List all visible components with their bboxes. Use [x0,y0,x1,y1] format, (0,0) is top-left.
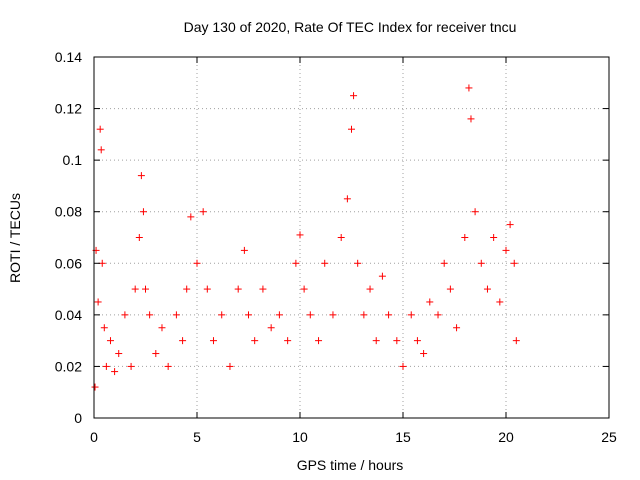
data-point [510,259,518,267]
y-axis-label: ROTI / TECUs [7,193,23,283]
y-tick-label: 0.04 [55,307,82,323]
data-point [496,298,504,306]
data-point [275,311,283,319]
y-tick-label: 0.12 [55,101,82,117]
data-point [483,285,491,293]
data-point [385,311,393,319]
data-point [315,337,323,345]
data-point [139,208,147,216]
data-point [434,311,442,319]
data-point [467,115,475,123]
data-point [158,324,166,332]
data-point [296,231,304,239]
x-tick-label: 10 [292,429,308,445]
data-point [179,337,187,345]
data-point [413,337,421,345]
data-point [135,234,143,241]
plot-frame [93,56,610,419]
data-point [360,311,368,319]
data-point [399,362,407,370]
data-point [127,362,135,370]
data-point [354,259,362,267]
data-point [477,259,485,267]
data-point [259,285,267,293]
data-point [343,195,351,203]
data-point [209,337,217,345]
data-point [97,146,105,154]
y-tick-label: 0.06 [55,255,82,271]
data-point [426,298,434,306]
x-tick-label: 15 [395,429,411,445]
data-point [226,362,234,370]
x-axis-label: GPS time / hours [297,457,404,473]
data-point [372,337,380,345]
data-point [440,259,448,267]
data-point [461,234,469,241]
data-point [321,259,329,267]
data-point [251,337,259,345]
data-point [471,208,479,216]
data-point [407,311,415,319]
data-point [350,92,358,100]
data-point [121,311,129,319]
data-point [490,234,498,241]
data-point [300,285,308,293]
data-point [131,285,139,293]
data-point [203,285,211,293]
grid-lines [94,57,609,418]
data-point [96,125,104,133]
data-point [152,350,160,358]
data-point [245,311,252,319]
data-point [502,246,510,254]
chart-title: Day 130 of 2020, Rate Of TEC Index for r… [184,19,517,35]
data-point [378,272,386,280]
data-point [446,285,454,293]
data-point [164,362,172,370]
data-point [111,368,119,376]
data-point [137,172,145,180]
data-point [420,350,428,358]
data-point [506,221,514,229]
y-tick-label: 0.02 [55,358,82,374]
y-tick-label: 0.14 [55,49,82,65]
data-point [193,259,201,267]
data-point [267,324,275,332]
data-point [146,311,154,319]
data-point [306,311,314,319]
data-point [218,311,226,319]
y-tick-label: 0.08 [55,204,82,220]
data-point [187,213,195,221]
data-point [142,285,149,293]
data-point [172,311,180,319]
data-point [94,298,102,306]
data-point [292,259,300,267]
x-tick-label: 20 [498,429,514,445]
data-point [199,208,207,216]
data-point [284,337,292,345]
x-tick-label: 25 [601,429,617,445]
y-tick-label: 0 [74,410,82,426]
data-point [183,285,191,293]
data-point [453,324,461,332]
data-point [115,350,123,358]
data-points [91,84,520,391]
data-point [348,125,355,133]
x-tick-label: 0 [90,429,98,445]
data-point [91,383,99,391]
data-point [234,285,242,293]
data-point [106,337,114,345]
data-point [512,337,520,345]
data-point [465,84,473,92]
x-tick-label: 5 [193,429,201,445]
data-point [337,234,345,241]
data-point [102,362,110,370]
axis-ticks: 0 5 10 15 20 25 0 0.02 0.04 0.06 0.08 0.1 0.12 0.14 [55,49,617,445]
data-point [240,246,248,254]
data-point [100,324,108,332]
data-point [393,337,401,345]
data-point [329,311,337,319]
data-point [366,285,374,293]
y-tick-label: 0.1 [63,152,83,168]
